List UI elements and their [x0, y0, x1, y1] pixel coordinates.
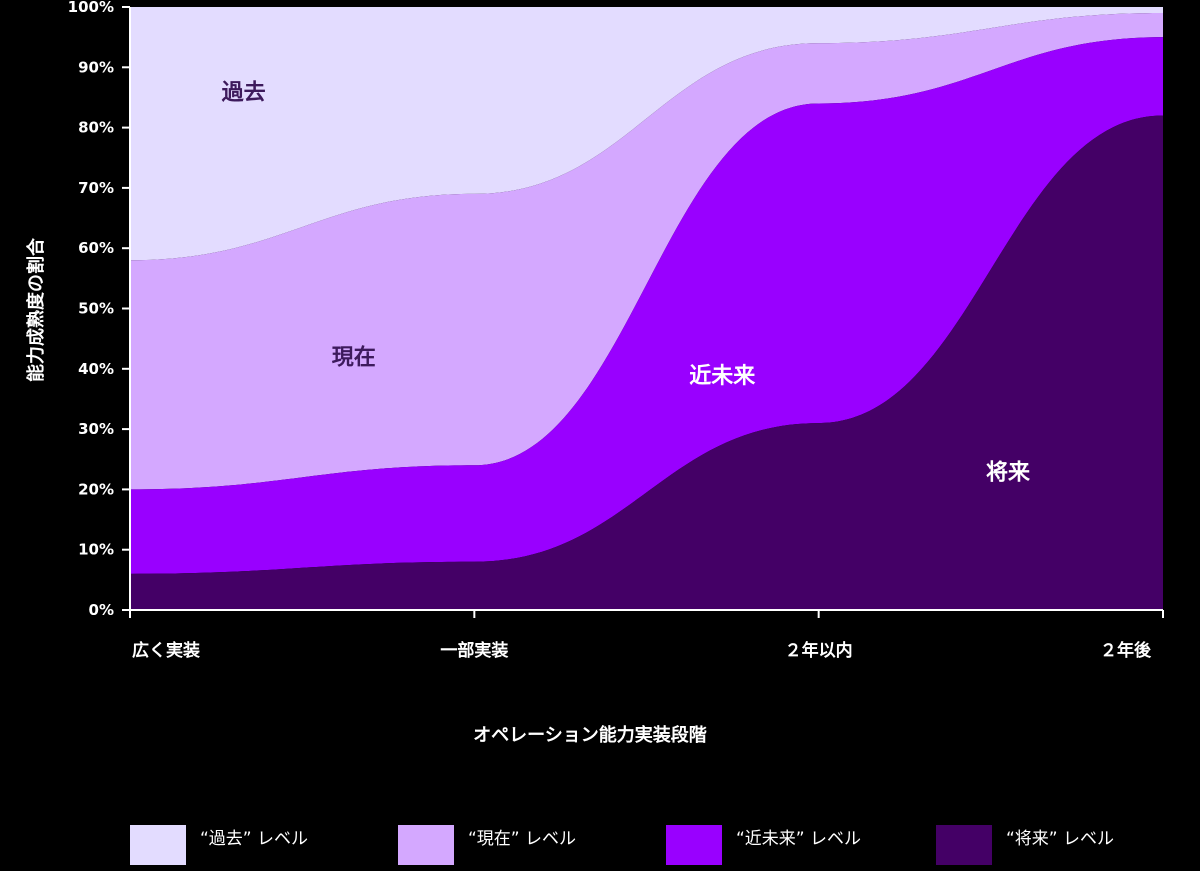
area-現在 — [130, 13, 1163, 490]
legend-swatch — [936, 825, 992, 865]
area-series-group — [130, 7, 1163, 610]
legend-swatch — [398, 825, 454, 865]
x-tick-label: 広く実装 — [132, 640, 200, 661]
y-tick-label: 0% — [89, 601, 114, 619]
y-tick-label: 80% — [78, 119, 114, 137]
legend-label: “将来” レベル — [1006, 829, 1114, 849]
x-tick-label: ２年以内 — [785, 640, 853, 661]
legend-label: “過去” レベル — [200, 829, 308, 849]
y-tick-label: 30% — [78, 420, 114, 438]
axes-group: 0% 10% 20% 30% 40% 50% 60% 70% 80% 90% 100% 広く実装 一部実… — [68, 0, 1164, 661]
y-tick-label: 20% — [78, 480, 114, 498]
y-tick-label: 10% — [78, 541, 114, 559]
y-axis-title: 能力成熟度の割合 — [25, 237, 47, 382]
x-tick-label: ２年後 — [1100, 640, 1152, 661]
y-tick-label: 40% — [78, 360, 114, 378]
y-tick-label: 70% — [78, 179, 114, 197]
y-tick-label: 90% — [78, 58, 114, 76]
legend-swatch — [130, 825, 186, 865]
legend-label: “近未来” レベル — [736, 829, 861, 849]
area-label-近未来: 近未来 — [689, 363, 756, 389]
area-label-過去: 過去 — [222, 79, 266, 105]
area-近未来 — [130, 37, 1163, 574]
legend: “過去” レベル “現在” レベル “近未来” レベル “将来” レベル — [130, 825, 1114, 865]
area-将来 — [130, 115, 1163, 610]
area-label-group: 将来 近未来 現在 過去 — [222, 79, 1031, 485]
area-label-将来: 将来 — [986, 459, 1031, 485]
y-tick-label: 100% — [68, 0, 114, 16]
y-tick-label: 50% — [78, 300, 114, 318]
area-過去 — [130, 7, 1163, 261]
y-tick-label: 60% — [78, 239, 114, 257]
x-axis-title: オペレーション能力実装段階 — [473, 724, 707, 746]
legend-swatch — [666, 825, 722, 865]
legend-label: “現在” レベル — [468, 829, 576, 849]
area-label-現在: 現在 — [332, 345, 376, 371]
x-tick-label: 一部実装 — [440, 640, 508, 661]
